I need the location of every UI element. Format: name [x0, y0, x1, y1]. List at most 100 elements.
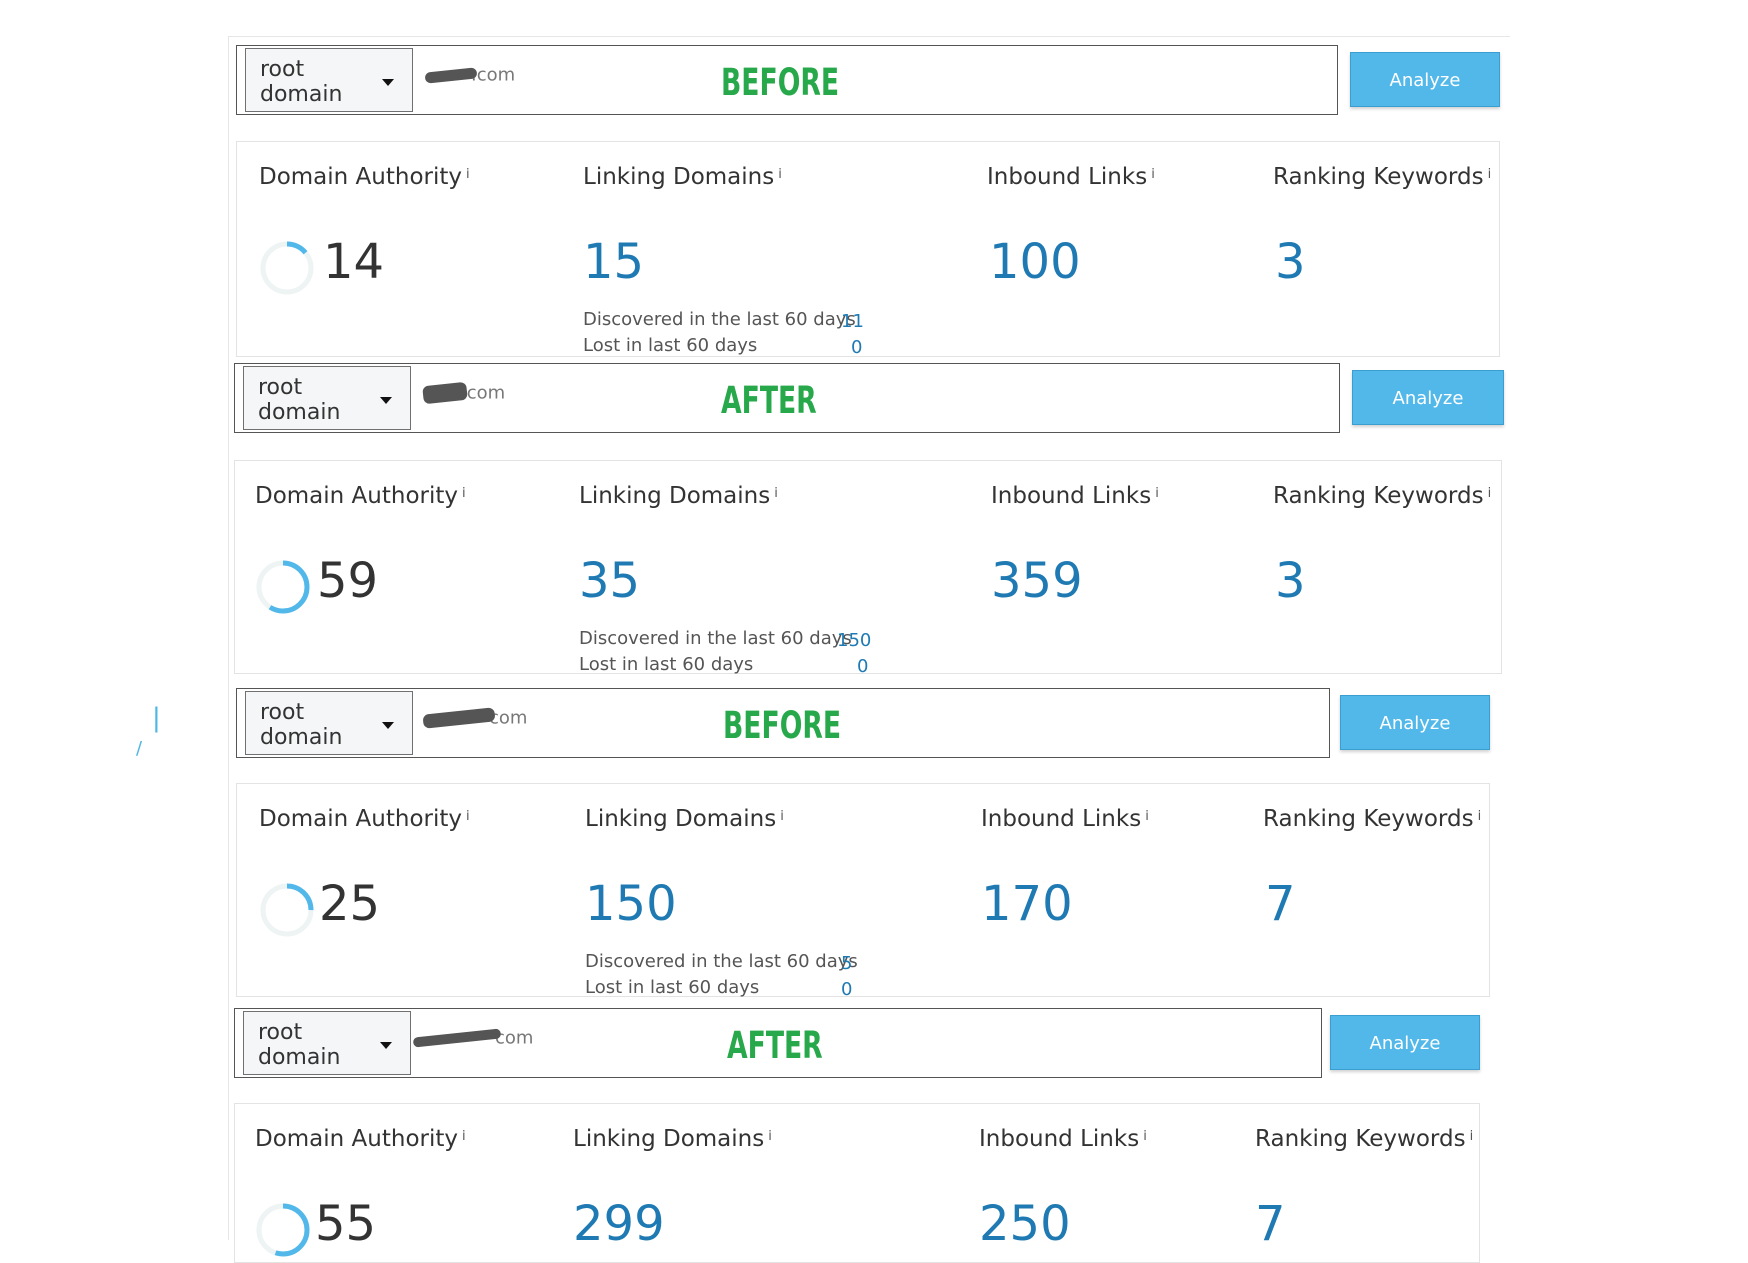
- metric-title: Domain Authority: [259, 806, 463, 832]
- link-stats: Discovered in the last 60 days 11 Lost in…: [583, 307, 883, 359]
- search-bar: root domain com AFTER Analyze: [234, 1008, 1484, 1078]
- metric-title: Inbound Links: [981, 806, 1142, 832]
- chevron-down-icon: [380, 1042, 392, 1049]
- discovered-count: 150: [837, 630, 872, 651]
- metric-value: 59: [317, 553, 379, 609]
- metric-value: 359: [991, 553, 1083, 609]
- linking-domains-metric: Linking Domains i 15 Discovered in the la…: [583, 162, 864, 358]
- ranking-keywords-metric: Ranking Keywords i 3: [1273, 481, 1492, 609]
- info-icon[interactable]: i: [1487, 167, 1492, 182]
- metric-value: 15: [583, 234, 645, 290]
- info-icon[interactable]: i: [1145, 809, 1149, 824]
- after-label: AFTER: [727, 1024, 823, 1067]
- metric-value: 3: [1275, 234, 1306, 290]
- search-bar: root domain .com BEFORE Analyze: [236, 45, 1504, 115]
- metric-title: Linking Domains: [585, 806, 777, 832]
- info-icon[interactable]: i: [1477, 809, 1482, 824]
- metric-title: Domain Authority: [255, 483, 459, 509]
- scope-select[interactable]: root domain: [245, 48, 413, 112]
- metric-title: Linking Domains: [573, 1126, 765, 1152]
- domain-input[interactable]: .com: [422, 381, 505, 408]
- metric-value: 170: [981, 876, 1073, 932]
- scope-select[interactable]: root domain: [243, 1011, 411, 1075]
- scope-select-label: root domain: [258, 1020, 341, 1070]
- domain-tld: com: [489, 707, 528, 729]
- analyze-button[interactable]: Analyze: [1352, 370, 1504, 425]
- ranking-keywords-metric: Ranking Keywords i 3: [1273, 162, 1492, 290]
- domain-search-field[interactable]: root domain .com BEFORE: [236, 45, 1338, 115]
- scope-select[interactable]: root domain: [245, 691, 413, 755]
- scope-select[interactable]: root domain: [243, 366, 411, 430]
- metric-title: Ranking Keywords: [1263, 806, 1474, 832]
- info-icon[interactable]: i: [466, 167, 470, 182]
- info-icon[interactable]: i: [1151, 167, 1155, 182]
- inbound-links-metric: Inbound Links i 250: [979, 1124, 1147, 1252]
- linking-domains-metric: Linking Domains i 150 Discovered in the l…: [585, 804, 858, 1000]
- scope-select-label: root domain: [260, 57, 343, 107]
- domain-tld: com: [495, 1027, 534, 1049]
- redaction-mark: [424, 66, 478, 84]
- da-progress-ring: [256, 1203, 310, 1257]
- metric-value: 25: [319, 876, 381, 932]
- domain-authority-metric: Domain Authority i 55: [255, 1124, 466, 1257]
- link-stats: Discovered in the last 60 days 150 Lost i…: [579, 626, 879, 678]
- metric-title: Inbound Links: [987, 164, 1148, 190]
- left-divider: [228, 36, 229, 1240]
- scope-select-label: root domain: [260, 700, 343, 750]
- domain-search-field[interactable]: root domain com BEFORE: [236, 688, 1330, 758]
- chevron-down-icon: [380, 397, 392, 404]
- analyze-button[interactable]: Analyze: [1330, 1015, 1480, 1070]
- info-icon[interactable]: i: [1143, 1129, 1147, 1144]
- metric-value: 7: [1255, 1196, 1286, 1252]
- metric-title: Ranking Keywords: [1255, 1126, 1466, 1152]
- domain-search-field[interactable]: root domain com AFTER: [234, 1008, 1322, 1078]
- metrics-panel: Domain Authority i 59 Linking Domains i 35…: [234, 460, 1502, 677]
- domain-tld: .com: [471, 64, 516, 86]
- lost-label: Lost in last 60 days: [585, 977, 760, 998]
- search-bar: root domain com BEFORE Analyze: [236, 688, 1494, 758]
- lost-count: 0: [851, 337, 863, 358]
- discovered-count: 5: [841, 953, 853, 974]
- info-icon[interactable]: i: [1487, 486, 1492, 501]
- da-progress-ring: [256, 560, 310, 614]
- before-label: BEFORE: [723, 704, 842, 747]
- info-icon[interactable]: i: [1155, 486, 1159, 501]
- ranking-keywords-metric: Ranking Keywords i 7: [1263, 804, 1482, 932]
- metric-value: 150: [585, 876, 677, 932]
- domain-search-field[interactable]: root domain .com AFTER: [234, 363, 1340, 433]
- search-bar: root domain .com AFTER Analyze: [234, 363, 1508, 433]
- top-divider: [228, 36, 1510, 37]
- domain-input[interactable]: .com: [424, 64, 516, 90]
- info-icon[interactable]: i: [1469, 1129, 1474, 1144]
- metric-title: Inbound Links: [979, 1126, 1140, 1152]
- info-icon[interactable]: i: [774, 486, 778, 501]
- domain-input[interactable]: com: [422, 707, 528, 733]
- analyze-button[interactable]: Analyze: [1350, 52, 1500, 107]
- chevron-down-icon: [382, 722, 394, 729]
- analyze-button[interactable]: Analyze: [1340, 695, 1490, 750]
- discovered-label: Discovered in the last 60 days: [583, 309, 856, 330]
- domain-authority-metric: Domain Authority i 14: [259, 162, 470, 295]
- discovered-label: Discovered in the last 60 days: [585, 951, 858, 972]
- info-icon[interactable]: i: [462, 1129, 466, 1144]
- info-icon[interactable]: i: [466, 809, 470, 824]
- metrics-panel: Domain Authority i 14 Linking Domains i 15…: [236, 141, 1500, 358]
- da-progress-ring: [260, 241, 314, 295]
- info-icon[interactable]: i: [768, 1129, 772, 1144]
- lost-label: Lost in last 60 days: [579, 654, 754, 675]
- discovered-label: Discovered in the last 60 days: [579, 628, 852, 649]
- domain-input[interactable]: com: [412, 1027, 534, 1053]
- metric-title: Domain Authority: [259, 164, 463, 190]
- domain-authority-metric: Domain Authority i 59: [255, 481, 466, 614]
- metric-title: Domain Authority: [255, 1126, 459, 1152]
- metric-value: 55: [315, 1196, 377, 1252]
- metric-value: 14: [323, 234, 385, 290]
- linking-domains-metric: Linking Domains i 299: [573, 1124, 772, 1252]
- info-icon[interactable]: i: [778, 167, 782, 182]
- info-icon[interactable]: i: [780, 809, 784, 824]
- metric-value: 100: [989, 234, 1081, 290]
- chevron-down-icon: [382, 79, 394, 86]
- info-icon[interactable]: i: [462, 486, 466, 501]
- metric-title: Ranking Keywords: [1273, 483, 1484, 509]
- ranking-keywords-metric: Ranking Keywords i 7: [1255, 1124, 1474, 1252]
